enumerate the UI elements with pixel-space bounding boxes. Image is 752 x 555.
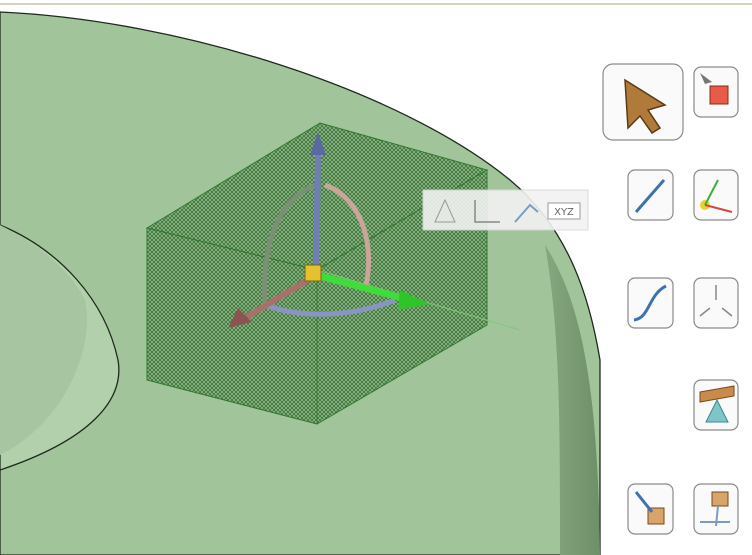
xyz-button[interactable]: XYZ (547, 202, 581, 220)
select-button[interactable] (602, 63, 684, 141)
triad (228, 132, 430, 328)
xyz-label: XYZ (554, 207, 574, 218)
explode-button[interactable] (693, 277, 739, 329)
floating-toolbar: XYZ (422, 189, 589, 231)
pin-button[interactable] (514, 203, 539, 223)
plane-button[interactable] (434, 198, 456, 223)
inner-hole-face (0, 225, 88, 455)
curve-button[interactable] (627, 277, 674, 329)
frame-button[interactable] (693, 169, 739, 221)
select-solid-button[interactable] (693, 66, 739, 118)
line-button[interactable] (627, 169, 674, 221)
axes-button[interactable] (474, 200, 500, 223)
attach-button[interactable] (627, 483, 674, 535)
disc-side (545, 245, 600, 555)
move-button[interactable] (693, 483, 739, 535)
support-button[interactable] (693, 379, 739, 431)
